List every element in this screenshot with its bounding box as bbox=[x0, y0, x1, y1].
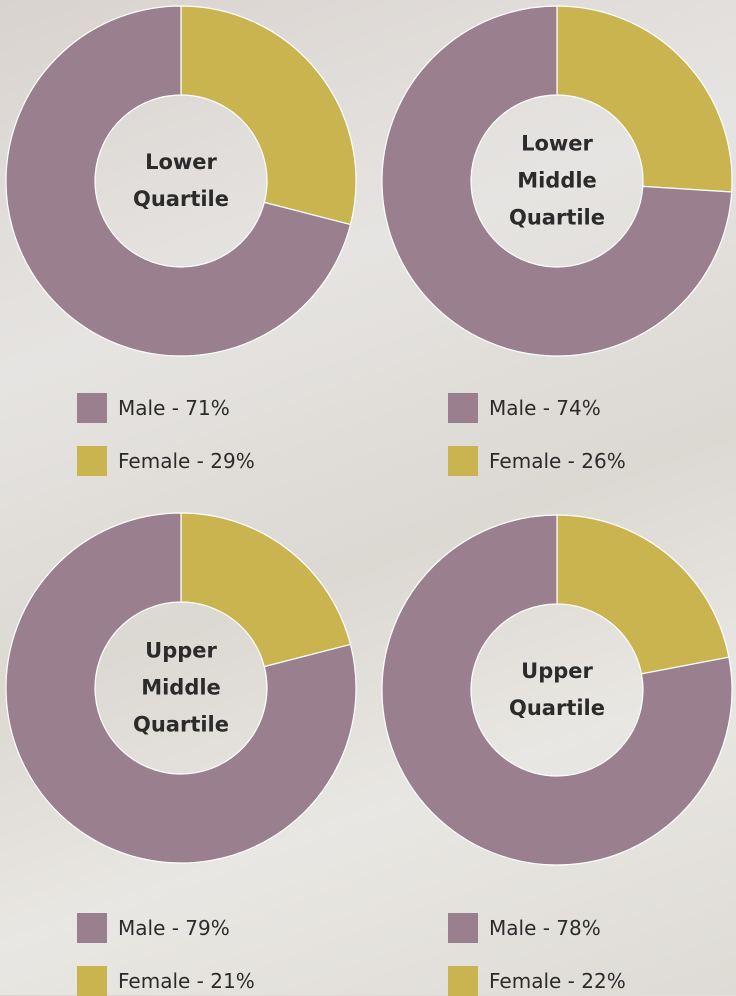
legend-swatch bbox=[448, 913, 478, 943]
legend-swatch bbox=[77, 393, 107, 423]
legend-label: Male - 78% bbox=[489, 916, 601, 940]
legend-label: Female - 22% bbox=[489, 969, 626, 993]
legend-swatch bbox=[77, 446, 107, 476]
legend-label: Male - 74% bbox=[489, 396, 601, 420]
legend-item: Female - 26% bbox=[448, 446, 626, 476]
legend-swatch bbox=[448, 966, 478, 996]
legend-label: Male - 71% bbox=[118, 396, 230, 420]
legend-swatch bbox=[77, 966, 107, 996]
legend-item: Male - 79% bbox=[77, 913, 230, 943]
page: (() => { const data = JSON.parse(documen… bbox=[0, 0, 736, 995]
legend-swatch bbox=[448, 393, 478, 423]
legend-swatch bbox=[77, 913, 107, 943]
legend-item: Male - 71% bbox=[77, 393, 230, 423]
legend-label: Female - 26% bbox=[489, 449, 626, 473]
legend-item: Female - 22% bbox=[448, 966, 626, 996]
chart-title: Lower Quartile bbox=[106, 144, 256, 218]
legend-item: Female - 29% bbox=[77, 446, 255, 476]
chart-title: Lower Middle Quartile bbox=[482, 126, 632, 237]
legend-label: Male - 79% bbox=[118, 916, 230, 940]
chart-title: Upper Quartile bbox=[482, 653, 632, 727]
donut-slice bbox=[557, 515, 729, 674]
chart-title: Upper Middle Quartile bbox=[106, 633, 256, 744]
legend-label: Female - 29% bbox=[118, 449, 255, 473]
legend-item: Male - 78% bbox=[448, 913, 601, 943]
legend-item: Female - 21% bbox=[77, 966, 255, 996]
legend-label: Female - 21% bbox=[118, 969, 255, 993]
legend-swatch bbox=[448, 446, 478, 476]
legend-item: Male - 74% bbox=[448, 393, 601, 423]
